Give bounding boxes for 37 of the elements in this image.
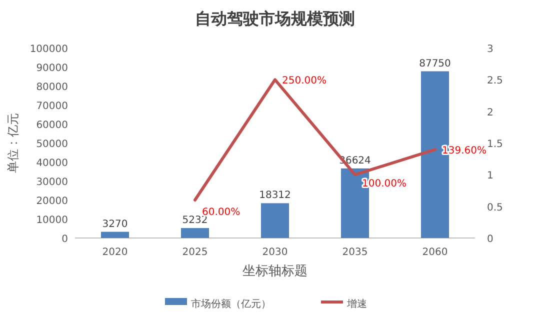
y2-tick-label: 2.5	[487, 76, 503, 87]
bar	[181, 228, 209, 238]
chart-title: 自动驾驶市场规模预测	[195, 9, 355, 28]
y-tick-label: 30000	[36, 177, 68, 188]
y-tick-label: 90000	[36, 63, 68, 74]
x-tick-label: 2035	[342, 247, 368, 258]
y-tick-label: 80000	[36, 82, 68, 93]
y-tick-label: 10000	[36, 215, 68, 226]
data-label: 87750	[419, 58, 451, 70]
x-tick-label: 2020	[102, 247, 128, 258]
line-series	[194, 78, 436, 202]
y2-tick-label: 3	[487, 44, 494, 55]
y-axis-title: 单位：亿元	[6, 113, 20, 173]
y-tick-label: 40000	[36, 158, 68, 169]
data-label: 18312	[259, 190, 291, 202]
legend-label: 增速	[346, 298, 367, 310]
legend-label: 市场份额（亿元）	[191, 298, 271, 310]
y-tick-label: 50000	[36, 139, 68, 150]
x-axis-title: 坐标轴标题	[242, 264, 308, 279]
x-tick-label: 2030	[262, 247, 288, 258]
y2-tick-label: 0	[487, 234, 494, 245]
y-tick-label: 60000	[36, 120, 68, 131]
bar	[261, 203, 289, 238]
y2-tick-label: 0.5	[487, 202, 503, 214]
y2-tick-label: 2	[487, 107, 494, 118]
y2-tick-label: 1	[487, 170, 494, 182]
y-tick-label: 100000	[30, 44, 68, 55]
data-label: 3270	[102, 218, 128, 230]
x-tick-label: 2060	[422, 247, 448, 258]
y2-tick-label: 1.5	[487, 139, 503, 150]
x-tick-label: 2025	[182, 247, 208, 258]
y-tick-label: 20000	[36, 196, 68, 207]
y-tick-label: 70000	[36, 101, 68, 112]
data-label: 250.00%	[282, 76, 326, 87]
data-label: 5232	[182, 215, 208, 226]
y-tick-label: 0	[62, 234, 68, 245]
bar	[101, 232, 129, 238]
